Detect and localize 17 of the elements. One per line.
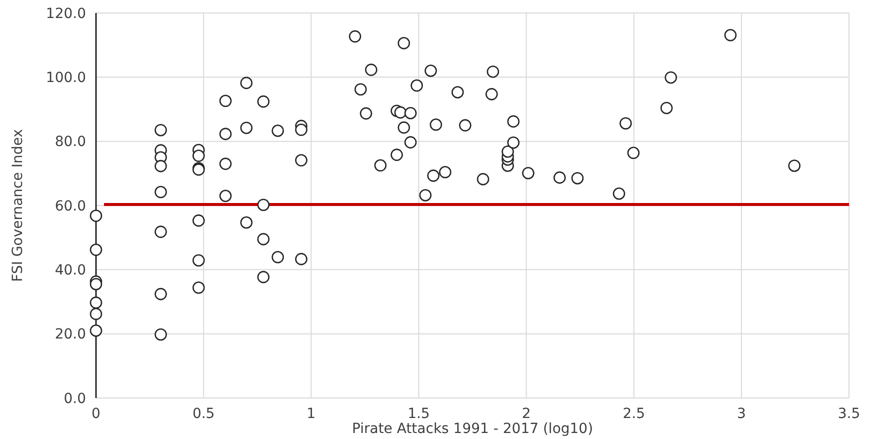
x-axis-title: Pirate Attacks 1991 - 2017 (log10) xyxy=(352,421,594,437)
x-tick-label: 0 xyxy=(92,406,100,422)
y-tick-label: 40.0 xyxy=(54,262,86,279)
x-tick-label: 1.5 xyxy=(408,406,430,422)
y-tick-label: 20.0 xyxy=(54,326,86,343)
x-tick-label: 0.5 xyxy=(192,406,215,422)
x-tick-label: 2 xyxy=(522,406,531,422)
y-tick-label: 80.0 xyxy=(54,134,86,150)
y-tick-label: 120.0 xyxy=(46,6,86,22)
x-tick-label: 3.5 xyxy=(838,406,860,422)
y-tick-label: 100.0 xyxy=(46,70,86,86)
y-axis-title: FSI Governance Index xyxy=(10,129,26,282)
y-tick-label: 60.0 xyxy=(54,198,86,214)
x-tick-label: 2.5 xyxy=(622,406,645,422)
y-tick-label: 0.0 xyxy=(64,390,86,407)
x-tick-label: 3 xyxy=(736,406,746,422)
x-tick-label: 1 xyxy=(306,406,316,422)
